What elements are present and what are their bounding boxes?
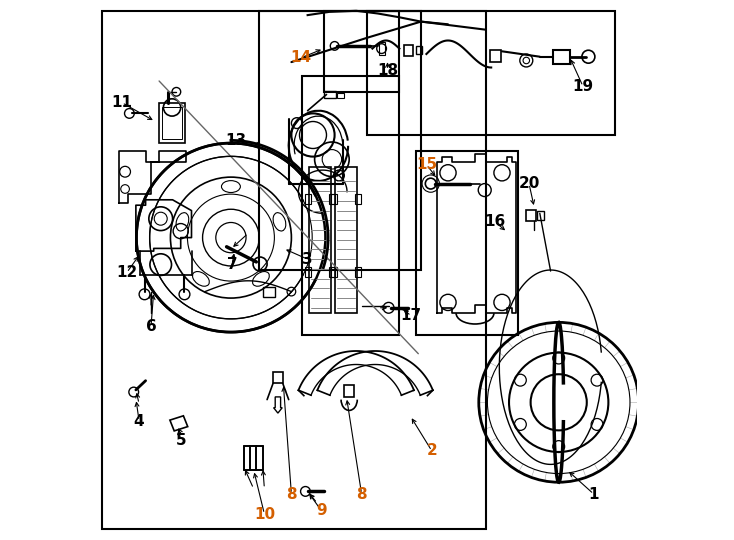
Text: 15: 15 (416, 157, 437, 172)
Bar (415, 151, 518, 335)
Text: 14: 14 (291, 50, 312, 65)
Bar (331, 267, 337, 276)
Text: 2: 2 (426, 443, 437, 458)
Bar (324, 91, 335, 98)
Bar (415, 46, 422, 54)
Bar (379, 42, 385, 55)
Text: 13: 13 (226, 133, 247, 148)
Bar (330, 194, 335, 204)
Text: 9: 9 (316, 503, 327, 518)
Bar (264, 287, 275, 297)
Bar (162, 107, 182, 139)
Text: 11: 11 (112, 95, 132, 110)
Bar (553, 50, 570, 64)
Bar (273, 372, 283, 383)
Text: 3: 3 (302, 252, 313, 267)
Bar (367, 11, 615, 135)
Text: 20: 20 (518, 176, 539, 191)
Bar (537, 211, 544, 220)
Text: 6: 6 (145, 319, 156, 334)
Text: 7: 7 (227, 257, 237, 272)
Bar (404, 45, 413, 56)
Bar (330, 267, 335, 276)
Text: 16: 16 (484, 214, 505, 229)
Bar (305, 267, 310, 276)
Text: 4: 4 (134, 414, 145, 429)
Text: 10: 10 (254, 507, 275, 522)
Bar (302, 76, 399, 335)
Bar (490, 50, 501, 62)
Bar (355, 267, 360, 276)
Bar (344, 385, 354, 397)
Text: 12: 12 (116, 265, 137, 280)
Bar (526, 210, 536, 221)
Text: 19: 19 (573, 79, 594, 94)
Text: 1: 1 (589, 487, 599, 502)
Text: 5: 5 (175, 433, 186, 448)
Text: 8: 8 (286, 487, 297, 502)
Bar (355, 194, 360, 204)
Bar (338, 93, 344, 98)
Bar (305, 194, 310, 204)
Bar (335, 167, 357, 313)
Bar (309, 167, 331, 313)
Bar (259, 11, 421, 270)
Bar (324, 11, 399, 92)
Bar (103, 11, 486, 529)
Text: 8: 8 (356, 487, 367, 502)
Bar (331, 194, 337, 204)
Bar (159, 103, 185, 143)
Text: 18: 18 (377, 63, 398, 78)
Text: 17: 17 (401, 308, 422, 323)
